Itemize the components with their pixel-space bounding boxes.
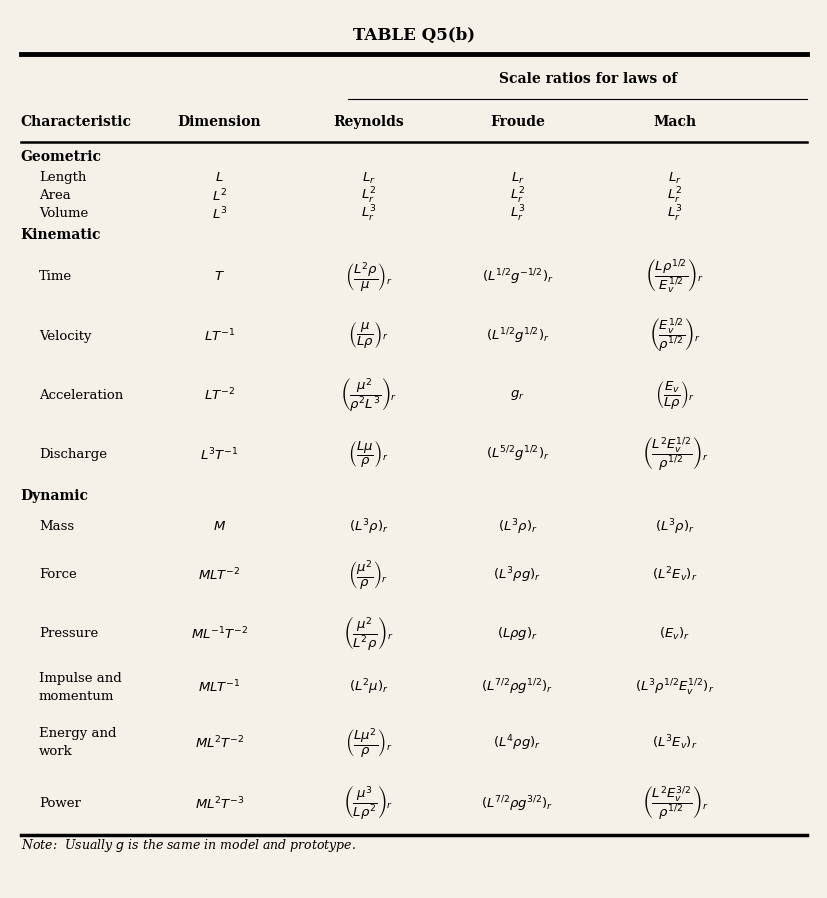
Text: momentum: momentum [39, 690, 114, 703]
Text: $(L\rho g)_r$: $(L\rho g)_r$ [496, 625, 538, 642]
Text: $M$: $M$ [213, 520, 226, 533]
Text: $MLT^{-1}$: $MLT^{-1}$ [198, 679, 241, 696]
Text: Dynamic: Dynamic [21, 489, 88, 504]
Text: Dimension: Dimension [178, 115, 261, 129]
Text: Geometric: Geometric [21, 150, 102, 163]
Text: $\left(\dfrac{\mu^3}{L\rho^2}\right)_r$: $\left(\dfrac{\mu^3}{L\rho^2}\right)_r$ [343, 785, 393, 823]
Text: $\left(\dfrac{L\mu^2}{\rho}\right)_r$: $\left(\dfrac{L\mu^2}{\rho}\right)_r$ [344, 726, 392, 760]
Text: $\left(\dfrac{E_v}{L\rho}\right)_r$: $\left(\dfrac{E_v}{L\rho}\right)_r$ [654, 379, 694, 411]
Text: Kinematic: Kinematic [21, 228, 101, 242]
Text: Froude: Froude [490, 115, 544, 129]
Text: $(L^3\rho)_r$: $(L^3\rho)_r$ [497, 517, 537, 537]
Text: $\left(\dfrac{L^2 E_v^{3/2}}{\rho^{1/2}}\right)_r$: $\left(\dfrac{L^2 E_v^{3/2}}{\rho^{1/2}}… [641, 785, 707, 823]
Text: Area: Area [39, 189, 70, 202]
Text: $\left(\dfrac{\mu^2}{\rho}\right)_r$: $\left(\dfrac{\mu^2}{\rho}\right)_r$ [348, 558, 388, 592]
Text: $L^2$: $L^2$ [212, 188, 227, 204]
Text: $(L^{7/2}\rho g^{3/2})_r$: $(L^{7/2}\rho g^{3/2})_r$ [480, 794, 553, 814]
Text: $LT^{-1}$: $LT^{-1}$ [203, 328, 235, 345]
Text: Length: Length [39, 172, 86, 184]
Text: Discharge: Discharge [39, 448, 107, 461]
Text: Power: Power [39, 797, 81, 810]
Text: TABLE Q5(b): TABLE Q5(b) [352, 27, 475, 44]
Text: $(L^{5/2}g^{1/2})_r$: $(L^{5/2}g^{1/2})_r$ [485, 445, 549, 464]
Text: Velocity: Velocity [39, 330, 91, 343]
Text: Time: Time [39, 270, 72, 284]
Text: $L_r^{2}$: $L_r^{2}$ [509, 186, 524, 206]
Text: $\left(\dfrac{L^2\rho}{\mu}\right)_r$: $\left(\dfrac{L^2\rho}{\mu}\right)_r$ [344, 260, 392, 294]
Text: $\left(\dfrac{E_v^{1/2}}{\rho^{1/2}}\right)_r$: $\left(\dfrac{E_v^{1/2}}{\rho^{1/2}}\rig… [648, 317, 700, 356]
Text: $(L^3\rho^{1/2}E_v^{1/2})_r$: $(L^3\rho^{1/2}E_v^{1/2})_r$ [634, 677, 714, 698]
Text: $(L^3\rho)_r$: $(L^3\rho)_r$ [654, 517, 694, 537]
Text: Energy and: Energy and [39, 727, 117, 740]
Text: $\left(\dfrac{L\mu}{\rho}\right)_r$: $\left(\dfrac{L\mu}{\rho}\right)_r$ [348, 439, 388, 470]
Text: $(L^2\mu)_r$: $(L^2\mu)_r$ [348, 678, 388, 697]
Text: $\left(\dfrac{\mu}{L\rho}\right)_r$: $\left(\dfrac{\mu}{L\rho}\right)_r$ [348, 321, 388, 351]
Text: Mass: Mass [39, 520, 74, 533]
Text: Mach: Mach [653, 115, 696, 129]
Text: $MLT^{-2}$: $MLT^{-2}$ [198, 567, 241, 583]
Text: Volume: Volume [39, 207, 88, 220]
Text: Acceleration: Acceleration [39, 389, 123, 402]
Text: $(L^4\rho g)_r$: $(L^4\rho g)_r$ [493, 733, 541, 753]
Text: $ML^{-1}T^{-2}$: $ML^{-1}T^{-2}$ [190, 626, 248, 642]
Text: $ML^2T^{-2}$: $ML^2T^{-2}$ [194, 735, 244, 751]
Text: $(L^3\rho)_r$: $(L^3\rho)_r$ [348, 517, 388, 537]
Text: Pressure: Pressure [39, 628, 98, 640]
Text: Characteristic: Characteristic [21, 115, 131, 129]
Text: $LT^{-2}$: $LT^{-2}$ [203, 387, 235, 404]
Text: $(L^3\rho g)_r$: $(L^3\rho g)_r$ [493, 565, 541, 585]
Text: $L_r^{3}$: $L_r^{3}$ [509, 204, 524, 224]
Text: Note:  Usually $g$ is the same in model and prototype.: Note: Usually $g$ is the same in model a… [21, 838, 356, 854]
Text: $(L^{1/2}g^{1/2})_r$: $(L^{1/2}g^{1/2})_r$ [485, 326, 549, 346]
Text: Force: Force [39, 568, 77, 581]
Text: $(L^{7/2}\rho g^{1/2})_r$: $(L^{7/2}\rho g^{1/2})_r$ [480, 678, 553, 697]
Text: Impulse and: Impulse and [39, 672, 122, 685]
Text: $L_r^{3}$: $L_r^{3}$ [361, 204, 375, 224]
Text: $\left(\dfrac{\mu^2}{L^2\rho}\right)_r$: $\left(\dfrac{\mu^2}{L^2\rho}\right)_r$ [343, 615, 393, 653]
Text: $L_r^{2}$: $L_r^{2}$ [361, 186, 375, 206]
Text: $(E_v)_r$: $(E_v)_r$ [658, 626, 690, 642]
Text: $L_r$: $L_r$ [361, 171, 375, 186]
Text: $(L^3 E_v)_r$: $(L^3 E_v)_r$ [652, 734, 696, 753]
Text: $\left(\dfrac{L^2 E_v^{1/2}}{\rho^{1/2}}\right)_r$: $\left(\dfrac{L^2 E_v^{1/2}}{\rho^{1/2}}… [641, 436, 707, 474]
Text: Scale ratios for laws of: Scale ratios for laws of [498, 72, 676, 86]
Text: $g_r$: $g_r$ [509, 388, 524, 402]
Text: $\left(\dfrac{L\rho^{1/2}}{E_v^{1/2}}\right)_r$: $\left(\dfrac{L\rho^{1/2}}{E_v^{1/2}}\ri… [644, 258, 704, 296]
Text: $L_r$: $L_r$ [510, 171, 523, 186]
Text: $L_r^{2}$: $L_r^{2}$ [667, 186, 681, 206]
Text: $\left(\dfrac{\mu^2}{\rho^2 L^3}\right)_r$: $\left(\dfrac{\mu^2}{\rho^2 L^3}\right)_… [339, 376, 397, 414]
Text: $(L^{1/2}g^{-1/2})_r$: $(L^{1/2}g^{-1/2})_r$ [481, 267, 552, 286]
Text: $L_r$: $L_r$ [667, 171, 681, 186]
Text: $T$: $T$ [213, 270, 225, 284]
Text: work: work [39, 745, 73, 758]
Text: $(L^2 E_v)_r$: $(L^2 E_v)_r$ [652, 566, 696, 584]
Text: $L$: $L$ [215, 172, 223, 184]
Text: $L^3T^{-1}$: $L^3T^{-1}$ [200, 446, 238, 462]
Text: $L^3$: $L^3$ [212, 206, 227, 222]
Text: $ML^2T^{-3}$: $ML^2T^{-3}$ [194, 796, 244, 812]
Text: Reynolds: Reynolds [332, 115, 404, 129]
Text: $L_r^{3}$: $L_r^{3}$ [667, 204, 681, 224]
